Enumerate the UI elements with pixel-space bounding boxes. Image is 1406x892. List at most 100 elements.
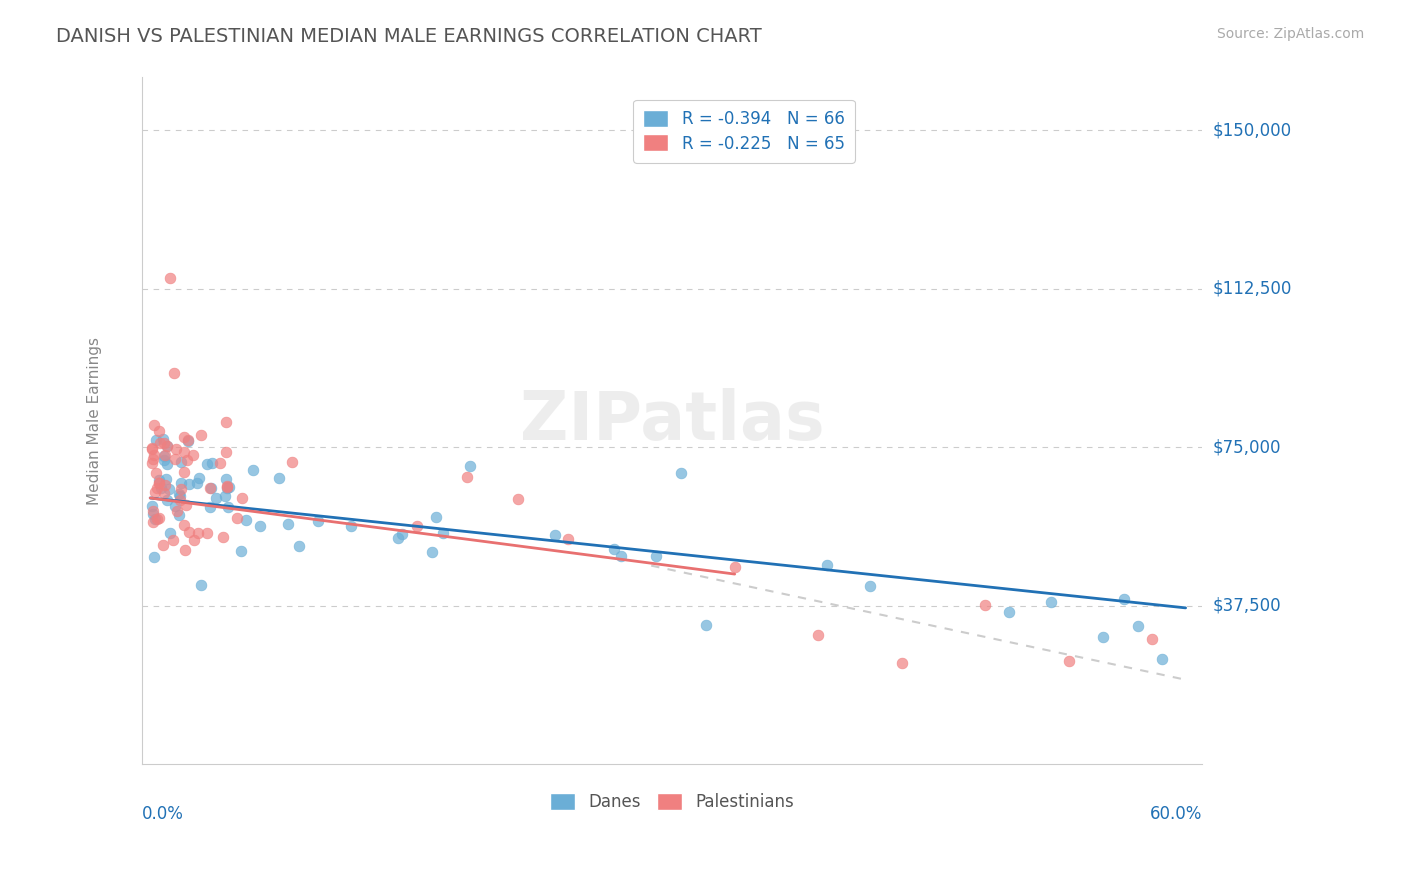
Point	[159, 525, 181, 540]
Point	[205, 491, 228, 505]
Point	[387, 532, 409, 546]
Point	[156, 492, 179, 507]
Point	[610, 549, 633, 563]
Point	[1114, 592, 1136, 607]
Point	[156, 439, 179, 453]
Point	[149, 435, 172, 450]
Point	[148, 475, 170, 490]
Point	[173, 445, 195, 459]
Point	[173, 430, 195, 444]
Point	[153, 453, 176, 467]
Point	[506, 492, 529, 507]
Point	[142, 452, 165, 467]
Point	[176, 453, 198, 467]
Point	[141, 442, 163, 456]
Point	[187, 471, 209, 485]
Point	[162, 533, 184, 548]
Point	[217, 500, 239, 514]
Point	[173, 466, 195, 480]
Point	[148, 511, 170, 525]
Point	[406, 518, 429, 533]
Point	[152, 538, 174, 552]
Point	[458, 459, 481, 474]
Point	[153, 435, 176, 450]
Point	[242, 462, 264, 476]
Point	[195, 526, 218, 541]
Point	[249, 519, 271, 533]
Text: ZIPatlas: ZIPatlas	[520, 388, 824, 454]
Point	[267, 471, 290, 485]
Point	[1150, 651, 1173, 665]
Point	[229, 543, 252, 558]
Point	[157, 482, 180, 496]
Point	[200, 482, 222, 496]
Point	[190, 577, 212, 591]
Point	[235, 513, 257, 527]
Point	[1057, 654, 1080, 668]
Point	[391, 527, 413, 541]
Point	[307, 514, 329, 528]
Point	[645, 549, 668, 563]
Point	[142, 418, 165, 433]
Point	[141, 499, 163, 513]
Point	[695, 617, 717, 632]
Point	[146, 512, 169, 526]
Point	[339, 519, 361, 533]
Point	[153, 478, 176, 492]
Point	[187, 525, 209, 540]
Point	[456, 470, 478, 484]
Point	[543, 528, 565, 542]
Point	[159, 271, 181, 285]
Text: 60.0%: 60.0%	[1150, 805, 1202, 823]
Point	[166, 504, 188, 518]
Point	[179, 476, 201, 491]
Point	[998, 606, 1021, 620]
Point	[143, 448, 166, 462]
Point	[190, 427, 212, 442]
Point	[602, 542, 624, 557]
Text: $37,500: $37,500	[1213, 597, 1281, 615]
Point	[1040, 594, 1063, 608]
Point	[217, 480, 239, 494]
Point	[215, 471, 238, 485]
Point	[183, 533, 205, 547]
Point	[170, 476, 193, 491]
Point	[169, 489, 191, 503]
Point	[281, 455, 304, 469]
Point	[186, 476, 208, 491]
Point	[170, 482, 193, 496]
Point	[163, 367, 186, 381]
Point	[167, 508, 190, 522]
Point	[165, 452, 187, 467]
Point	[169, 455, 191, 469]
Text: Median Male Earnings: Median Male Earnings	[87, 337, 101, 505]
Point	[141, 456, 163, 470]
Point	[815, 558, 838, 572]
Point	[212, 530, 235, 544]
Point	[145, 481, 167, 495]
Point	[155, 440, 177, 454]
Point	[179, 524, 201, 539]
Legend: Danes, Palestinians: Danes, Palestinians	[543, 786, 801, 818]
Point	[557, 532, 579, 546]
Point	[277, 516, 299, 531]
Point	[156, 457, 179, 471]
Point	[425, 510, 447, 524]
Point	[152, 432, 174, 446]
Point	[420, 545, 443, 559]
Point	[1140, 632, 1163, 647]
Text: Source: ZipAtlas.com: Source: ZipAtlas.com	[1216, 27, 1364, 41]
Point	[890, 656, 912, 670]
Point	[177, 433, 200, 447]
Point	[288, 539, 311, 553]
Point	[1092, 630, 1115, 644]
Text: $112,500: $112,500	[1213, 280, 1292, 298]
Point	[214, 489, 236, 503]
Point	[165, 499, 187, 513]
Point	[432, 525, 454, 540]
Point	[148, 473, 170, 487]
Point	[165, 442, 187, 457]
Point	[153, 450, 176, 464]
Text: $75,000: $75,000	[1213, 438, 1281, 457]
Point	[215, 481, 238, 495]
